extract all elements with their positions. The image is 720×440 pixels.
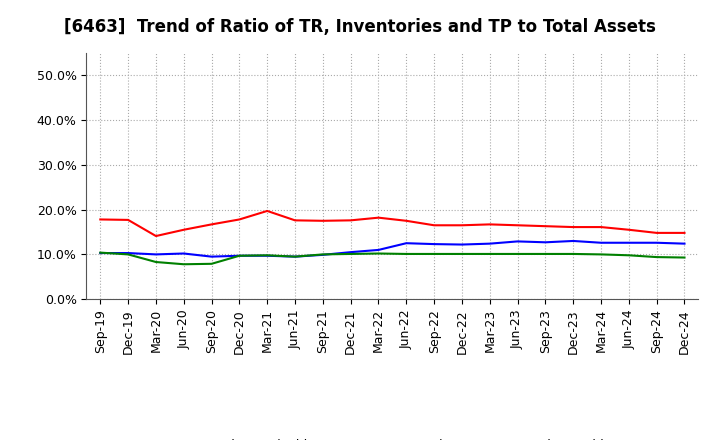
Line: Trade Payables: Trade Payables	[100, 253, 685, 264]
Trade Payables	[235, 253, 243, 258]
Inventories	[207, 254, 216, 259]
Inventories	[458, 242, 467, 247]
Inventories	[652, 240, 661, 246]
Inventories	[124, 250, 132, 256]
Trade Receivables	[96, 217, 104, 222]
Trade Receivables	[374, 215, 383, 220]
Inventories	[485, 241, 494, 246]
Inventories	[152, 252, 161, 257]
Trade Payables	[179, 262, 188, 267]
Trade Receivables	[458, 223, 467, 228]
Inventories	[374, 247, 383, 253]
Trade Receivables	[569, 224, 577, 230]
Trade Payables	[680, 255, 689, 260]
Inventories	[291, 254, 300, 259]
Inventories	[235, 253, 243, 258]
Trade Payables	[346, 251, 355, 257]
Inventories	[541, 240, 550, 245]
Trade Payables	[541, 251, 550, 257]
Inventories	[624, 240, 633, 246]
Trade Payables	[374, 251, 383, 256]
Trade Payables	[485, 251, 494, 257]
Inventories	[569, 238, 577, 244]
Trade Payables	[263, 253, 271, 258]
Trade Payables	[96, 250, 104, 255]
Trade Receivables	[485, 222, 494, 227]
Trade Payables	[652, 254, 661, 260]
Inventories	[96, 250, 104, 256]
Trade Payables	[291, 254, 300, 259]
Inventories	[680, 241, 689, 246]
Trade Payables	[513, 251, 522, 257]
Trade Receivables	[263, 208, 271, 213]
Trade Payables	[569, 251, 577, 257]
Trade Payables	[207, 261, 216, 267]
Trade Payables	[597, 252, 606, 257]
Trade Receivables	[430, 223, 438, 228]
Trade Payables	[624, 253, 633, 258]
Trade Receivables	[124, 217, 132, 223]
Trade Receivables	[597, 224, 606, 230]
Trade Payables	[318, 252, 327, 257]
Trade Payables	[430, 251, 438, 257]
Inventories	[263, 253, 271, 258]
Trade Payables	[458, 251, 467, 257]
Trade Receivables	[541, 224, 550, 229]
Inventories	[597, 240, 606, 246]
Trade Receivables	[152, 233, 161, 238]
Trade Receivables	[652, 230, 661, 235]
Trade Receivables	[235, 217, 243, 222]
Line: Inventories: Inventories	[100, 241, 685, 257]
Trade Receivables	[402, 218, 410, 224]
Trade Receivables	[346, 218, 355, 223]
Text: [6463]  Trend of Ratio of TR, Inventories and TP to Total Assets: [6463] Trend of Ratio of TR, Inventories…	[64, 18, 656, 36]
Trade Payables	[124, 252, 132, 257]
Trade Receivables	[179, 227, 188, 232]
Trade Receivables	[207, 222, 216, 227]
Inventories	[318, 252, 327, 257]
Trade Receivables	[291, 218, 300, 223]
Inventories	[430, 242, 438, 247]
Inventories	[513, 239, 522, 244]
Inventories	[346, 249, 355, 255]
Trade Payables	[152, 259, 161, 264]
Inventories	[402, 241, 410, 246]
Legend: Trade Receivables, Inventories, Trade Payables: Trade Receivables, Inventories, Trade Pa…	[162, 433, 623, 440]
Trade Receivables	[680, 230, 689, 235]
Trade Payables	[402, 251, 410, 257]
Trade Receivables	[624, 227, 633, 232]
Inventories	[179, 251, 188, 256]
Line: Trade Receivables: Trade Receivables	[100, 211, 685, 236]
Trade Receivables	[513, 223, 522, 228]
Trade Receivables	[318, 218, 327, 224]
